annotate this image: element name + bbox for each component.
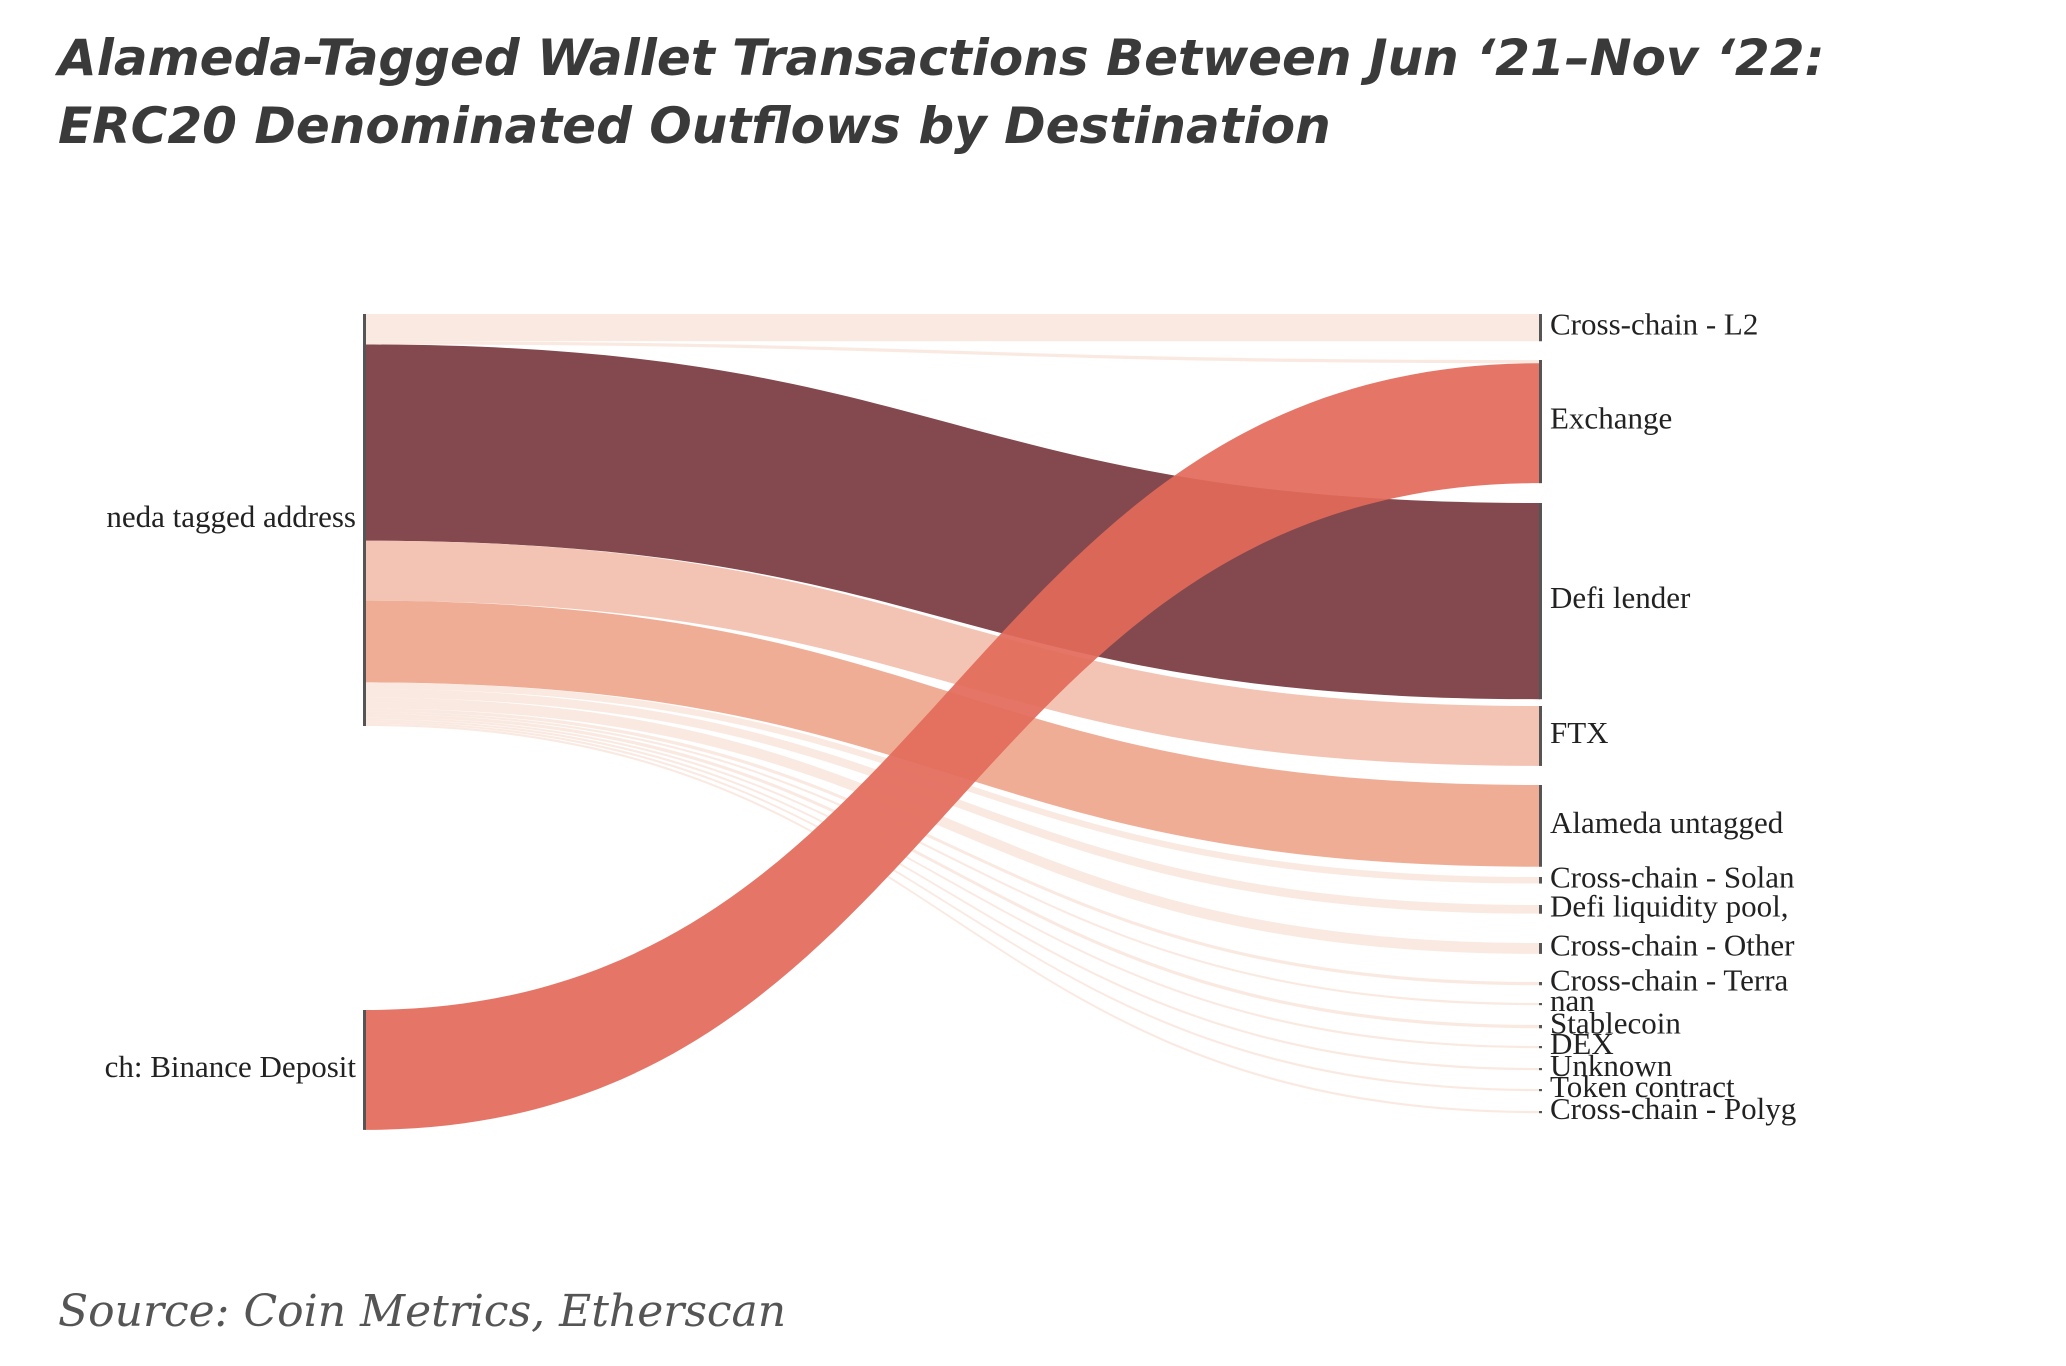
link-alameda-to-cross-chain-l2 (365, 314, 1540, 342)
chart-title: Alameda-Tagged Wallet Transactions Betwe… (58, 29, 1825, 155)
node-cross-chain-terra (1539, 982, 1542, 986)
nodes-layer (363, 314, 1542, 1130)
node-token-contract (1539, 1089, 1542, 1092)
node-ch-binance-deposit (363, 1010, 366, 1130)
node-cross-chain-l2 (1539, 314, 1542, 342)
target-label-cross-chain-other: Cross-chain - Other (1550, 928, 1795, 963)
link-alameda-to-stablecoin (365, 714, 1540, 1029)
link-alameda-to-ftx (365, 540, 1540, 766)
node-dex (1539, 1046, 1542, 1049)
link-alameda-to-unknown (365, 719, 1540, 1071)
target-label-exchange: Exchange (1550, 401, 1672, 436)
node-cross-chain-other (1539, 943, 1542, 954)
target-label-token-contract: Token contract (1550, 1069, 1735, 1104)
node-defi-lender (1539, 503, 1542, 700)
node-unknown (1539, 1068, 1542, 1071)
target-label-cross-chain-l2: Cross-chain - L2 (1550, 307, 1758, 342)
link-alameda-to-token-contract (365, 721, 1540, 1092)
link-alameda-to-cross-chain-other (365, 697, 1540, 954)
target-label-stablecoin: Stablecoin (1550, 1006, 1681, 1041)
links-layer (365, 314, 1540, 1130)
link-alameda-to-exchange (365, 341, 1540, 364)
link-alameda-to-cross-chain-polyg (365, 723, 1540, 1114)
label-clip-mask (0, 300, 80, 1150)
node-alameda-untagged (1539, 785, 1542, 867)
target-label-defi-liquidity-pool: Defi liquidity pool, (1550, 888, 1789, 923)
target-label-unknown: Unknown (1550, 1048, 1673, 1083)
node-ftx (1539, 706, 1542, 766)
node-cross-chain-polyg (1539, 1111, 1542, 1114)
source-label-ch-binance-deposit: ch: Binance Deposit (105, 1049, 357, 1084)
target-label-alameda-untagged: Alameda untagged (1550, 805, 1784, 840)
link-binance-to-exchange (365, 363, 1540, 1130)
target-label-ftx: FTX (1550, 715, 1609, 750)
link-alameda-to-defi-lender (365, 344, 1540, 700)
target-label-dex: DEX (1550, 1026, 1614, 1061)
node-exchange (1539, 360, 1542, 484)
link-alameda-to-cross-chain-terra (365, 708, 1540, 986)
link-alameda-to-dex (365, 717, 1540, 1049)
node-neda-tagged-address (363, 314, 366, 727)
source-note: Source: Coin Metrics, Etherscan (58, 1286, 787, 1337)
node-defi-liquidity-pool (1539, 905, 1542, 914)
target-label-cross-chain-polyg: Cross-chain - Polyg (1550, 1091, 1796, 1126)
target-label-cross-chain-solan: Cross-chain - Solan (1550, 859, 1795, 894)
source-label-neda-tagged-address: neda tagged address (106, 499, 356, 534)
target-label-nan: nan (1550, 983, 1595, 1018)
target-label-defi-lender: Defi lender (1550, 580, 1691, 615)
node-nan (1539, 1003, 1542, 1006)
node-cross-chain-solan (1539, 877, 1542, 884)
target-label-cross-chain-terra: Cross-chain - Terra (1550, 963, 1789, 998)
node-stablecoin (1539, 1025, 1542, 1029)
labels-layer: neda tagged address ch: Binance Deposit Cr… (0, 300, 1796, 1150)
link-alameda-to-nan (365, 711, 1540, 1006)
